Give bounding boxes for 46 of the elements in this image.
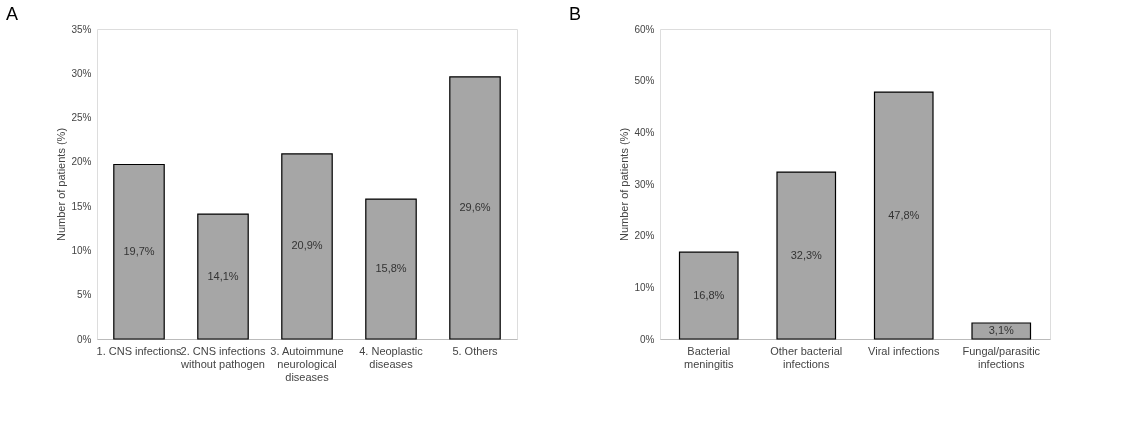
y-tick-label: 25% [71, 112, 92, 124]
data-label: 16,8% [693, 288, 725, 301]
y-tick-label: 35% [71, 23, 92, 35]
y-tick-label: 10% [71, 244, 92, 256]
data-label: 15,8% [375, 262, 407, 275]
y-tick-label: 50% [634, 75, 655, 87]
data-label: 32,3% [790, 248, 823, 261]
data-label: 14,1% [207, 269, 239, 282]
bar [678, 251, 739, 340]
y-tick-label: 40% [634, 126, 655, 138]
chart-title: A [5, 4, 18, 24]
y-tick-label: 5% [77, 289, 92, 301]
bar [281, 153, 333, 340]
y-tick-label: 30% [71, 67, 92, 79]
y-axis-title: Number of patients (%) [55, 127, 68, 242]
data-label: 20,9% [291, 239, 323, 252]
bar [449, 76, 501, 340]
x-tick-label: 2. CNS infections without pathogen [180, 344, 266, 370]
y-tick-label: 60% [634, 23, 655, 35]
chart-title: B [568, 4, 581, 24]
y-tick-label: 10% [634, 281, 655, 293]
bar [113, 163, 165, 340]
x-tick-label: Viral infections [868, 344, 940, 357]
data-label: 19,7% [123, 244, 155, 257]
bar [873, 91, 934, 340]
x-tick-label: Fungal/parasitic infections [962, 344, 1041, 370]
bar [776, 171, 837, 340]
x-tick-label: Bacterial meningitis [683, 344, 735, 370]
y-axis-title: Number of patients (%) [618, 127, 631, 242]
bar [197, 213, 249, 340]
x-tick-label: 3. Autoimmune neurological diseases [270, 344, 344, 383]
y-tick-label: 0% [640, 333, 655, 345]
y-tick-label: 30% [634, 178, 655, 190]
y-tick-label: 15% [71, 200, 92, 212]
x-tick-label: 4. Neoplastic diseases [359, 344, 424, 370]
y-tick-label: 0% [77, 333, 92, 345]
data-label: 29,6% [459, 200, 491, 213]
x-tick-label: 1. CNS infections [96, 344, 182, 357]
x-tick-label: 5. Others [452, 344, 499, 357]
y-tick-label: 20% [634, 230, 655, 242]
x-tick-label: Other bacterial infections [770, 344, 843, 370]
data-label: 3,1% [988, 323, 1014, 336]
data-label: 47,8% [888, 208, 920, 221]
bar [971, 322, 1032, 340]
bar [365, 198, 417, 340]
y-tick-label: 20% [71, 156, 92, 168]
